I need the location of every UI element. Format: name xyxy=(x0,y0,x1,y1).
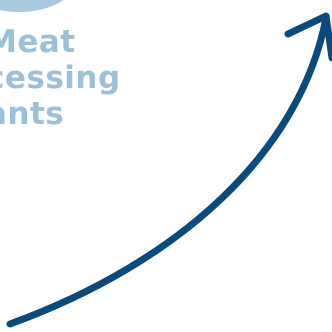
arrow-head xyxy=(284,12,332,62)
label-line-1: Meat xyxy=(0,24,76,60)
label-line-3: ants xyxy=(0,96,65,132)
label-line-2: cessing xyxy=(0,60,121,96)
meat-processing-plants-label: Meat cessing ants xyxy=(0,24,121,132)
arrow-shaft xyxy=(6,14,330,328)
